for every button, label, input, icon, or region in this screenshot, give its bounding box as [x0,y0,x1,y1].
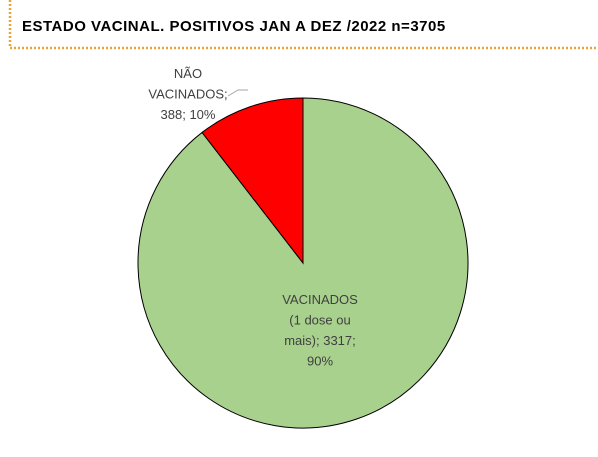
leader-line [227,89,248,97]
pie-slice [201,97,304,265]
data-label: VACINADOS [282,292,358,307]
data-label: NÃO [174,66,202,81]
pie-slice [137,97,469,429]
data-label: 90% [307,354,333,369]
data-label: (1 dose ou [289,313,350,328]
data-label: 388; 10% [161,107,216,122]
data-label: mais); 3317; [284,333,356,348]
data-label: VACINADOS; [148,87,227,102]
chart-title: ESTADO VACINAL. POSITIVOS JAN A DEZ /202… [22,18,446,35]
